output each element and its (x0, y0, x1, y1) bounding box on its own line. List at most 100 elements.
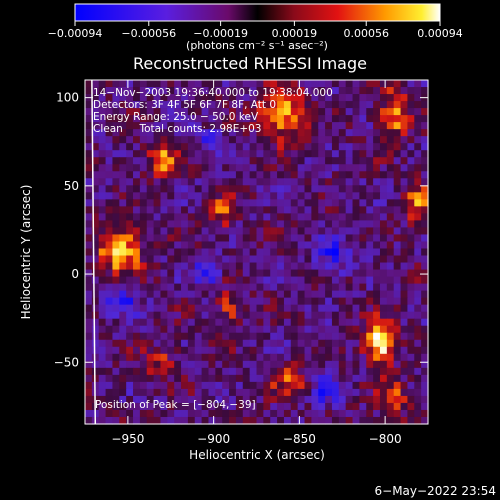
heatmap-cell (98, 178, 107, 186)
heatmap-cell (222, 206, 230, 214)
heatmap-cell (187, 199, 196, 207)
heatmap-cell (386, 185, 395, 193)
heatmap-cell (304, 108, 312, 116)
heatmap-cell (242, 94, 251, 102)
heatmap-cell (400, 206, 409, 214)
heatmap-cell (325, 185, 333, 193)
heatmap-cell (153, 311, 162, 320)
heatmap-cell (119, 143, 127, 151)
heatmap-cell (133, 367, 141, 376)
heatmap-cell (215, 115, 223, 123)
heatmap-cell (167, 346, 175, 355)
heatmap-cell (215, 87, 223, 95)
heatmap-cell (194, 248, 203, 257)
heatmap-cell (146, 213, 155, 222)
heatmap-cell (105, 129, 114, 137)
heatmap-cell (277, 346, 285, 355)
heatmap-cell (85, 241, 93, 250)
heatmap-cell (393, 150, 402, 158)
heatmap-cell (126, 164, 134, 172)
heatmap-cell (263, 290, 271, 299)
heatmap-cell (277, 241, 285, 250)
heatmap-cell (270, 339, 278, 348)
heatmap-cell (297, 129, 306, 137)
heatmap-cell (311, 87, 319, 95)
heatmap-cell (174, 283, 182, 292)
heatmap-cell (139, 115, 148, 123)
heatmap-cell (386, 94, 395, 102)
heatmap-cell (345, 108, 354, 116)
heatmap-cell (325, 87, 333, 95)
heatmap-cell (133, 206, 141, 214)
heatmap-cell (318, 213, 326, 222)
heatmap-cell (208, 388, 216, 397)
heatmap-cell (249, 381, 258, 390)
heatmap-cell (215, 192, 223, 200)
heatmap-cell (373, 283, 381, 292)
heatmap-cell (283, 283, 292, 292)
heatmap-cell (421, 122, 429, 130)
heatmap-cell (400, 255, 409, 264)
heatmap-cell (386, 87, 395, 95)
heatmap-cell (181, 276, 189, 285)
heatmap-cell (215, 318, 223, 327)
heatmap-cell (338, 248, 347, 257)
heatmap-cell (242, 381, 251, 390)
heatmap-cell (222, 227, 230, 236)
heatmap-cell (194, 290, 203, 299)
heatmap-cell (290, 115, 299, 123)
heatmap-cell (263, 241, 271, 250)
heatmap-cell (167, 374, 175, 383)
heatmap-cell (167, 94, 175, 102)
heatmap-cell (146, 192, 155, 200)
heatmap-cell (373, 143, 381, 151)
heatmap-cell (242, 374, 251, 383)
heatmap-cell (283, 346, 292, 355)
heatmap-cell (215, 94, 223, 102)
heatmap-cell (359, 227, 367, 236)
heatmap-cell (201, 283, 210, 292)
heatmap-cell (338, 381, 347, 390)
heatmap-cell (112, 171, 120, 179)
heatmap-cell (242, 220, 251, 229)
heatmap-cell (414, 178, 422, 186)
heatmap-cell (386, 164, 395, 172)
heatmap-cell (359, 178, 367, 186)
heatmap-cell (304, 206, 312, 214)
heatmap-cell (283, 94, 292, 102)
heatmap-cell (242, 234, 251, 243)
heatmap-cell (222, 255, 230, 264)
heatmap-cell (373, 297, 381, 306)
heatmap-cell (249, 353, 258, 362)
heatmap-cell (256, 367, 264, 376)
heatmap-cell (311, 381, 319, 390)
heatmap-cell (263, 311, 271, 320)
heatmap-cell (290, 381, 299, 390)
heatmap-cell (85, 157, 93, 165)
heatmap-cell (126, 178, 134, 186)
heatmap-cell (352, 311, 360, 320)
heatmap-cell (345, 171, 354, 179)
heatmap-cell (98, 255, 107, 264)
heatmap-cell (112, 192, 120, 200)
heatmap-cell (407, 262, 415, 271)
heatmap-cell (126, 381, 134, 390)
heatmap-cell (229, 129, 237, 137)
heatmap-cell (325, 241, 333, 250)
heatmap-cell (112, 325, 120, 334)
heatmap-cell (139, 157, 148, 165)
heatmap-cell (249, 241, 258, 250)
heatmap-cell (373, 199, 381, 207)
heatmap-cell (366, 87, 374, 95)
heatmap-cell (139, 213, 148, 222)
heatmap-cell (105, 157, 114, 165)
heatmap-cell (126, 346, 134, 355)
heatmap-cell (393, 255, 402, 264)
heatmap-cell (290, 332, 299, 341)
heatmap-cell (126, 332, 134, 341)
heatmap-cell (139, 346, 148, 355)
heatmap-cell (160, 416, 168, 425)
heatmap-cell (98, 213, 107, 222)
heatmap-cell (181, 374, 189, 383)
heatmap-cell (98, 332, 107, 341)
